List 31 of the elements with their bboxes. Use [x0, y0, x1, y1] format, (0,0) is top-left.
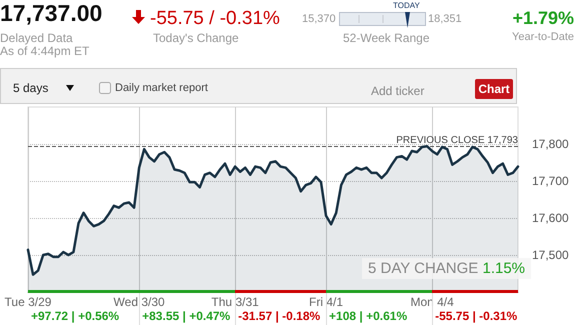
text: As of 4:44pm ET: [0, 44, 90, 58]
ref-line-label: PREVIOUS CLOSE 17,793: [396, 135, 518, 146]
x-tick-label: Tue 3/29: [4, 295, 52, 309]
text: +97.72 | +0.56%: [31, 309, 120, 323]
text: 18,351: [428, 13, 462, 25]
x-tick-label: Fri 4/1: [309, 295, 344, 309]
y-tick-label: 17,500: [532, 248, 570, 262]
text: +83.55 | +0.47%: [142, 309, 230, 323]
y-tick-label: 17,800: [532, 137, 570, 151]
text: Daily market report: [115, 82, 208, 94]
text: TODAY: [393, 1, 420, 10]
text: 15,370: [302, 13, 336, 25]
y-tick-label: 17,600: [532, 211, 570, 225]
chart-title: 17,737.00: [0, 0, 102, 27]
text: -55.75 / -0.31%: [150, 8, 280, 30]
annotation: 1.15%: [482, 260, 526, 277]
x-tick-label: Wed 3/30: [114, 295, 166, 309]
text: Add ticker: [371, 84, 424, 98]
text: Chart: [475, 79, 513, 99]
text: -55.75 | -0.31%: [435, 309, 518, 323]
text: Today's Change: [153, 31, 239, 45]
x-tick-label: Thu 3/31: [211, 295, 260, 309]
text: 5 days: [13, 81, 48, 95]
y-tick-label: 17,700: [532, 174, 570, 188]
text: +108 | +0.61%: [329, 309, 408, 323]
annotation: 5 DAY CHANGE: [368, 260, 478, 277]
text: 52-Week Range: [343, 31, 430, 45]
text: +1.79%: [512, 8, 574, 29]
text: Delayed Data: [0, 31, 73, 45]
text: -31.57 | -0.18%: [238, 309, 320, 323]
text: Year-to-Date: [512, 31, 574, 43]
